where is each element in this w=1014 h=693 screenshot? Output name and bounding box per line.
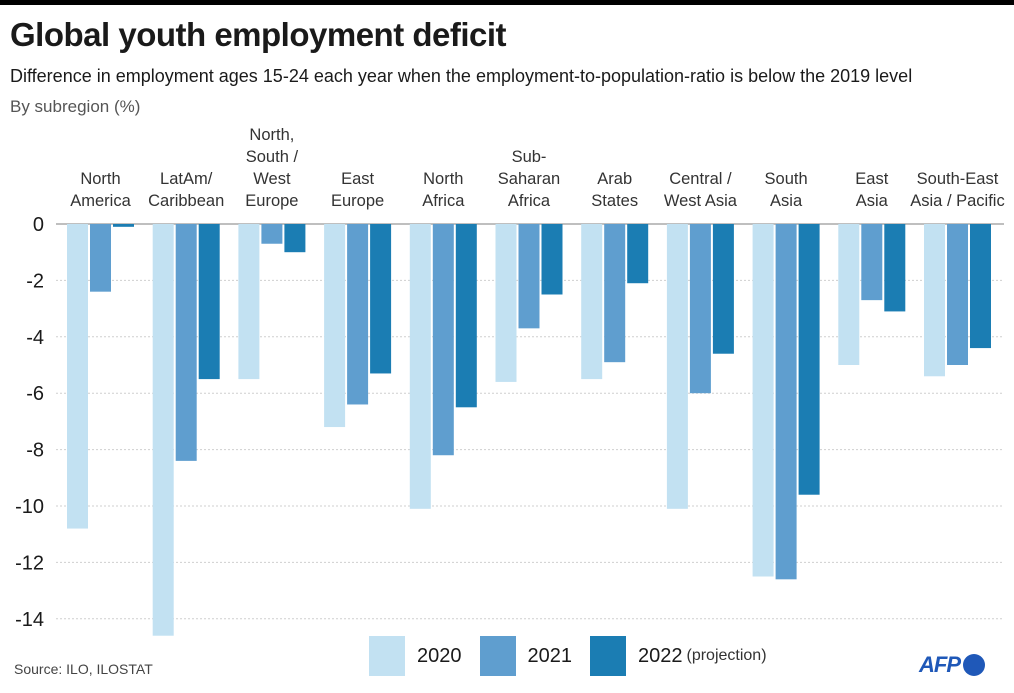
category-label: Asia / Pacific [910, 192, 1004, 210]
bar-2021 [947, 224, 968, 365]
chart-subtitle: Difference in employment ages 15-24 each… [10, 66, 913, 86]
bar-2022 [798, 224, 820, 495]
category-label: East [855, 170, 888, 188]
bar-2022 [284, 224, 306, 253]
bar-2020 [666, 224, 688, 509]
category-label: States [591, 192, 638, 210]
bar-2022 [455, 224, 477, 408]
bar-2020 [495, 224, 517, 382]
legend-item-2022: 2022 (projection) [590, 636, 767, 676]
bar-2020 [238, 224, 260, 380]
category-label: Arab [597, 170, 632, 188]
bar-2021 [604, 224, 626, 363]
legend-note-projection: (projection) [686, 647, 767, 664]
bar-2020 [152, 224, 174, 636]
category-label: South-East [917, 170, 999, 188]
bar-2021 [689, 224, 711, 394]
legend-item-2021: 2021 [479, 636, 573, 676]
legend-swatch-2021 [479, 636, 516, 676]
category-label: Asia [856, 192, 889, 210]
chart-title: Global youth employment deficit [10, 16, 507, 53]
bar-2020 [581, 224, 603, 380]
legend: 2020 2021 2022 (projection) [369, 636, 785, 676]
bars-layer [67, 224, 991, 636]
legend-label-2022: 2022 [638, 644, 683, 667]
category-label: Asia [770, 192, 803, 210]
top-rule [0, 0, 1014, 5]
bar-2021 [90, 224, 111, 292]
bar-2021 [775, 224, 797, 580]
bar-2022 [970, 224, 991, 349]
category-label: LatAm/ [160, 170, 213, 188]
category-label: East [341, 170, 374, 188]
category-label: Saharan [498, 170, 560, 188]
legend-label-2020: 2020 [417, 644, 462, 667]
bar-2021 [261, 224, 283, 244]
bar-2022 [884, 224, 906, 312]
legend-label-2021: 2021 [527, 644, 573, 667]
source-note: Source: ILO, ILOSTAT [14, 661, 153, 677]
bar-2021 [175, 224, 197, 461]
unit-note: By subregion (%) [10, 97, 141, 116]
afp-logo: AFP [919, 652, 985, 678]
bar-2022 [712, 224, 734, 354]
legend-swatch-2022 [590, 636, 626, 676]
category-label: Caribbean [148, 192, 224, 210]
category-label: Africa [422, 192, 465, 210]
bar-2020 [409, 224, 431, 509]
category-label: North [80, 170, 120, 188]
y-tick-label: 0 [33, 214, 44, 236]
bar-2020 [752, 224, 774, 577]
y-tick-label: -6 [26, 383, 44, 405]
category-label: South / [246, 148, 299, 166]
bar-2022 [627, 224, 649, 284]
logo-text: AFP [919, 652, 961, 677]
legend-swatch-2020 [369, 636, 405, 676]
legend-item-2020: 2020 [369, 636, 462, 676]
category-label: West Asia [664, 192, 738, 210]
category-label: America [70, 192, 131, 210]
bar-2021 [861, 224, 883, 301]
bar-2020 [838, 224, 860, 365]
category-label: Central / [669, 170, 732, 188]
category-label: West [253, 170, 291, 188]
category-label: Europe [331, 192, 384, 210]
logo-dot-icon [963, 654, 985, 676]
labels-layer: 0 -2 -4 -6 -8 -10 -12 -14 North America LatAm/Cari… [15, 126, 1005, 631]
bar-2022 [370, 224, 392, 374]
bar-2020 [924, 224, 945, 377]
category-label: Africa [508, 192, 551, 210]
bar-2020 [324, 224, 346, 428]
bar-2021 [518, 224, 540, 329]
bar-2021 [347, 224, 369, 405]
bar-2022 [198, 224, 220, 380]
y-tick-label: -12 [15, 552, 44, 574]
y-tick-label: -4 [26, 327, 44, 349]
category-label: Sub- [512, 148, 547, 166]
category-label: South [765, 170, 808, 188]
category-label: North [423, 170, 463, 188]
y-tick-label: -8 [26, 440, 44, 462]
bar-2021 [432, 224, 454, 456]
bar-2020 [67, 224, 88, 529]
bar-2022 [541, 224, 563, 295]
y-tick-label: -2 [26, 270, 44, 292]
category-label: North, [249, 126, 294, 144]
bar-2022 [113, 224, 134, 227]
y-tick-label: -10 [15, 496, 44, 518]
category-label: Europe [245, 192, 298, 210]
y-tick-label: -14 [15, 609, 44, 631]
